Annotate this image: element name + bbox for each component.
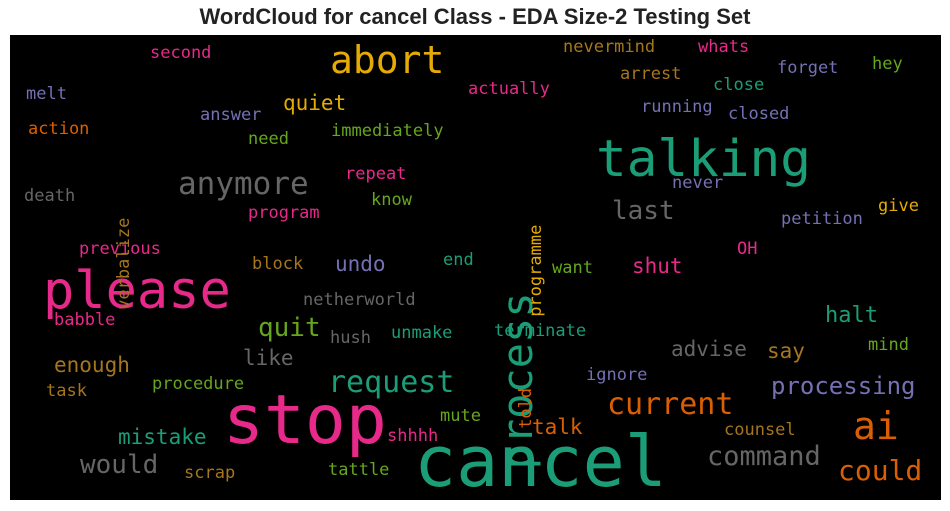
word-babble: babble: [54, 310, 116, 330]
word-halt: halt: [825, 303, 878, 328]
word-enough: enough: [54, 353, 130, 377]
word-end: end: [443, 250, 474, 270]
word-hey: hey: [872, 54, 903, 74]
word-request: request: [328, 365, 455, 400]
word-nevermind: nevermind: [563, 37, 656, 57]
word-mute: mute: [440, 406, 481, 426]
word-like: like: [243, 346, 294, 370]
word-action: action: [28, 119, 90, 139]
word-give: give: [878, 196, 919, 216]
word-terminate: terminate: [494, 321, 587, 341]
word-hush: hush: [330, 328, 371, 348]
word-want: want: [552, 258, 593, 278]
word-please: please: [43, 261, 231, 321]
word-would: would: [80, 450, 159, 480]
word-cloud: cancel stop please talking process abort ai any…: [10, 35, 941, 500]
word-mistake: mistake: [118, 425, 207, 449]
word-told: told: [516, 387, 536, 429]
word-netherworld: netherworld: [303, 290, 416, 310]
word-answer: answer: [200, 105, 262, 125]
word-closed: closed: [728, 104, 790, 124]
word-could: could: [838, 454, 923, 487]
word-block: block: [252, 254, 304, 274]
word-quiet: quiet: [283, 91, 347, 115]
word-scrap: scrap: [184, 463, 236, 483]
word-verbalize: verbalize: [114, 217, 134, 310]
word-talk: talk: [532, 415, 583, 439]
word-shhhh: shhhh: [387, 426, 439, 446]
word-task: task: [46, 381, 87, 401]
word-quit: quit: [258, 313, 321, 343]
word-process: process: [493, 292, 542, 470]
word-previous: previous: [79, 239, 161, 259]
word-talking: talking: [596, 130, 811, 189]
word-second: second: [150, 43, 212, 63]
word-procedure: procedure: [152, 374, 245, 394]
word-need: need: [248, 129, 289, 149]
word-running: running: [641, 97, 713, 117]
word-shut: shut: [632, 254, 683, 278]
word-actually: actually: [468, 79, 550, 99]
chart-title: WordCloud for cancel Class - EDA Size-2 …: [199, 4, 751, 29]
word-forget: forget: [777, 58, 839, 78]
word-oh: OH: [737, 239, 758, 259]
word-counsel: counsel: [724, 420, 796, 440]
word-tattle: tattle: [328, 460, 390, 480]
word-anymore: anymore: [178, 166, 309, 202]
word-programme: programme: [526, 224, 546, 317]
word-command: command: [707, 441, 821, 472]
word-abort: abort: [330, 38, 445, 82]
word-immediately: immediately: [331, 121, 444, 141]
word-ai: ai: [853, 404, 899, 448]
word-death: death: [24, 186, 76, 206]
word-advise: advise: [671, 337, 747, 361]
word-know: know: [371, 190, 412, 210]
word-program: program: [248, 203, 320, 223]
word-stop: stop: [223, 381, 387, 460]
word-ignore: ignore: [586, 365, 648, 385]
word-whats: whats: [698, 37, 750, 57]
word-say: say: [767, 339, 805, 363]
word-last: last: [612, 196, 675, 226]
word-current: current: [607, 387, 734, 422]
word-melt: melt: [26, 84, 67, 104]
word-unmake: unmake: [391, 323, 453, 343]
word-mind: mind: [868, 335, 909, 355]
word-never: never: [672, 173, 724, 193]
word-undo: undo: [335, 252, 386, 276]
word-repeat: repeat: [345, 164, 407, 184]
word-processing: processing: [771, 372, 916, 400]
word-arrest: arrest: [620, 64, 682, 84]
word-petition: petition: [781, 209, 863, 229]
word-close: close: [713, 75, 765, 95]
word-cancel: cancel: [414, 421, 667, 500]
